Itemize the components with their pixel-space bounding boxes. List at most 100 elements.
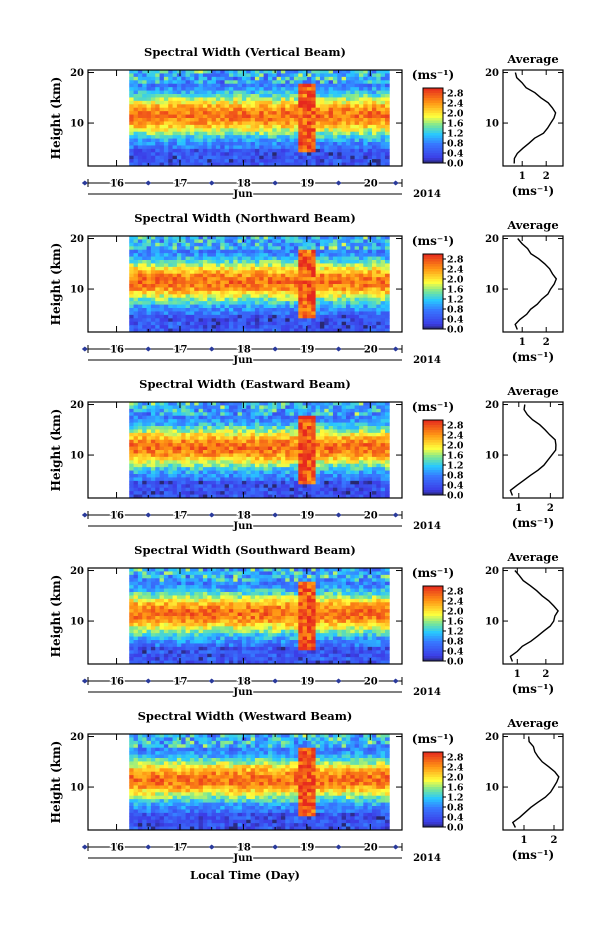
heatmap-cell — [142, 239, 147, 244]
heatmap-cell — [345, 73, 351, 78]
heatmap-cell — [371, 162, 377, 167]
heatmap-cell — [311, 477, 317, 482]
heatmap-cell — [198, 239, 204, 244]
heatmap-cell — [215, 328, 221, 333]
heatmap-cell — [311, 463, 317, 468]
heatmap-cell — [345, 100, 351, 105]
heatmap-cell — [207, 263, 212, 268]
heatmap-cell — [163, 412, 169, 417]
heatmap-cell — [159, 467, 165, 471]
heatmap-cell — [324, 412, 330, 417]
heatmap-cell — [250, 467, 256, 471]
heatmap-cell — [168, 474, 173, 478]
heatmap-cell — [259, 294, 264, 299]
heatmap-cell — [319, 325, 325, 329]
heatmap-cell — [176, 121, 182, 126]
heatmap-cell — [306, 304, 312, 309]
heatmap-cell — [163, 429, 169, 434]
heatmap-cell — [246, 270, 251, 275]
heatmap-cell — [267, 408, 273, 413]
heatmap-cell — [172, 297, 178, 302]
heatmap-cell — [306, 135, 312, 139]
heatmap-cell — [176, 439, 182, 444]
heatmap-cell — [272, 118, 278, 122]
heatmap-cell — [319, 470, 325, 475]
heatmap-cell — [350, 314, 356, 319]
heatmap-cell — [315, 297, 321, 302]
heatmap-cell — [194, 453, 199, 458]
colorbar-swatch — [423, 103, 443, 106]
heatmap-cell — [185, 467, 191, 471]
heatmap-cell — [306, 405, 312, 410]
heatmap-cell — [276, 467, 282, 471]
heatmap-cell — [332, 277, 338, 281]
heatmap-cell — [237, 314, 243, 319]
heatmap-cell — [142, 155, 147, 160]
heatmap-cell — [250, 114, 256, 119]
heatmap-cell — [289, 405, 295, 410]
heatmap-cell — [363, 277, 369, 281]
heatmap-cell — [263, 76, 269, 81]
heatmap-cell — [146, 152, 152, 157]
heatmap-cell — [185, 284, 191, 288]
heatmap-cell — [207, 284, 212, 288]
heatmap-cell — [150, 138, 156, 143]
heatmap-cell — [246, 314, 251, 319]
heatmap-cell — [254, 480, 260, 485]
heatmap-cell — [272, 487, 278, 492]
heatmap-cell — [285, 131, 291, 136]
heatmap-cell — [384, 121, 390, 126]
heatmap-cell — [272, 270, 278, 275]
heatmap-cell — [163, 111, 169, 115]
heatmap-cell — [259, 236, 264, 240]
heatmap-cell — [198, 467, 204, 471]
heatmap-cell — [224, 311, 230, 316]
heatmap-cell — [250, 470, 256, 475]
heatmap-cell — [202, 104, 208, 109]
heatmap-cell — [324, 284, 330, 288]
heatmap-cell — [159, 83, 165, 88]
heatmap-cell — [189, 162, 195, 167]
heatmap-cell — [137, 446, 143, 451]
heatmap-cell — [350, 142, 356, 146]
heatmap-cell — [298, 450, 304, 454]
heatmap-cell — [254, 266, 260, 271]
colorbar-swatch — [423, 148, 443, 151]
heatmap-cell — [276, 429, 282, 434]
heatmap-cell — [341, 124, 347, 129]
heatmap-cell — [285, 239, 291, 244]
heatmap-cell — [332, 253, 338, 257]
heatmap-cell — [228, 260, 234, 264]
heatmap-cell — [380, 107, 386, 112]
heatmap-cell — [302, 277, 308, 281]
heatmap-cell — [137, 304, 143, 309]
heatmap-cell — [224, 443, 230, 447]
heatmap-cell — [302, 314, 308, 319]
heatmap-cell — [241, 246, 247, 251]
heatmap-cell — [319, 90, 325, 95]
heatmap-cell — [142, 432, 147, 437]
heatmap-cell — [337, 148, 343, 153]
heatmap-cell — [185, 405, 191, 410]
heatmap-cell — [380, 148, 386, 153]
heatmap-cell — [237, 256, 243, 261]
heatmap-cell — [207, 412, 212, 417]
heatmap-cell — [345, 114, 351, 119]
heatmap-cell — [332, 236, 338, 240]
heatmap-cell — [254, 253, 260, 257]
heatmap-cell — [215, 402, 221, 406]
heatmap-cell — [198, 114, 204, 119]
heatmap-cell — [207, 474, 212, 478]
heatmap-cell — [332, 145, 338, 150]
heatmap-cell — [168, 304, 173, 309]
heatmap-cell — [215, 308, 221, 312]
heatmap-cell — [298, 453, 304, 458]
heatmap-cell — [133, 280, 139, 285]
heatmap-cell — [341, 107, 347, 112]
heatmap-cell — [367, 142, 373, 146]
heatmap-cell — [250, 87, 256, 91]
heatmap-cell — [267, 124, 273, 129]
heatmap-cell — [358, 325, 364, 329]
heatmap-cell — [220, 80, 225, 85]
heatmap-cell — [207, 270, 212, 275]
